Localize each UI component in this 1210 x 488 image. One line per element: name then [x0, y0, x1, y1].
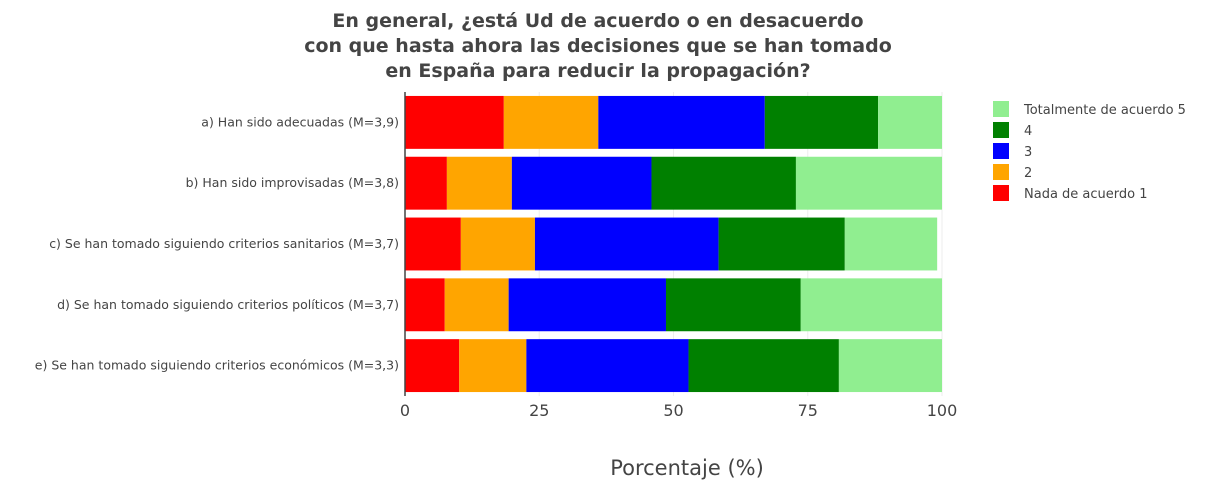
- bar-segment: [405, 156, 447, 210]
- bar-segment: [838, 339, 942, 393]
- bar-segment: [405, 278, 445, 332]
- legend-label: Totalmente de acuerdo 5: [1023, 103, 1186, 118]
- category-label: b) Han sido improvisadas (M=3,8): [186, 175, 399, 190]
- bar-segment: [718, 217, 845, 271]
- legend-swatch: [993, 185, 1009, 201]
- chart-title-line-2: con que hasta ahora las decisiones que s…: [304, 35, 892, 57]
- legend-item: Nada de acuerdo 1: [993, 185, 1148, 202]
- bar-segment: [446, 156, 512, 210]
- x-tick-label: 75: [798, 401, 818, 420]
- bar-segment: [405, 95, 504, 149]
- bars: [405, 95, 942, 393]
- category-label: e) Se han tomado siguiendo criterios eco…: [35, 358, 399, 373]
- chart-title-line-3: en España para reducir la propagación?: [385, 60, 810, 82]
- legend: Totalmente de acuerdo 5 4 3 2 Nada de acuerd…: [993, 101, 1186, 202]
- bar-segment: [598, 95, 765, 149]
- x-tick-label: 0: [400, 401, 410, 420]
- chart-title-line-1: En general, ¿está Ud de acuerdo o en des…: [332, 10, 863, 32]
- bar-segment: [878, 95, 942, 149]
- bar-segment: [459, 339, 527, 393]
- bar-segment: [460, 217, 535, 271]
- legend-label: 2: [1024, 166, 1032, 181]
- bar-segment: [405, 339, 460, 393]
- bar-segment: [526, 339, 689, 393]
- category-label: d) Se han tomado siguiendo criterios pol…: [57, 297, 399, 312]
- x-tick-label: 50: [663, 401, 683, 420]
- legend-label: 4: [1024, 124, 1032, 139]
- bar-segment: [405, 217, 461, 271]
- legend-label: 3: [1024, 145, 1032, 160]
- x-axis-title: Porcentaje (%): [610, 456, 764, 480]
- category-labels: a) Han sido adecuadas (M=3,9) b) Han sido…: [35, 114, 399, 372]
- legend-item: 2: [993, 164, 1032, 181]
- x-tick-label: 100: [927, 401, 958, 420]
- legend-item: Totalmente de acuerdo 5: [993, 101, 1186, 118]
- category-label: c) Se han tomado siguiendo criterios san…: [49, 236, 399, 251]
- legend-item: 4: [993, 122, 1032, 139]
- bar-segment: [508, 278, 666, 332]
- legend-swatch: [993, 164, 1009, 180]
- x-tick-labels: 0 25 50 75 100: [400, 401, 957, 420]
- bar-segment: [651, 156, 796, 210]
- bar-segment: [665, 278, 801, 332]
- x-tick-label: 25: [529, 401, 549, 420]
- bar-segment: [534, 217, 719, 271]
- bar-segment: [511, 156, 652, 210]
- legend-swatch: [993, 101, 1009, 117]
- bar-segment: [764, 95, 879, 149]
- legend-label: Nada de acuerdo 1: [1024, 187, 1148, 202]
- legend-swatch: [993, 122, 1009, 138]
- bar-segment: [795, 156, 942, 210]
- legend-swatch: [993, 143, 1009, 159]
- bar-segment: [444, 278, 509, 332]
- category-label: a) Han sido adecuadas (M=3,9): [201, 114, 399, 129]
- bar-segment: [503, 95, 599, 149]
- legend-item: 3: [993, 143, 1032, 160]
- bar-segment: [844, 217, 938, 271]
- bar-segment: [800, 278, 942, 332]
- chart-title: En general, ¿está Ud de acuerdo o en des…: [304, 10, 892, 82]
- bar-segment: [688, 339, 839, 393]
